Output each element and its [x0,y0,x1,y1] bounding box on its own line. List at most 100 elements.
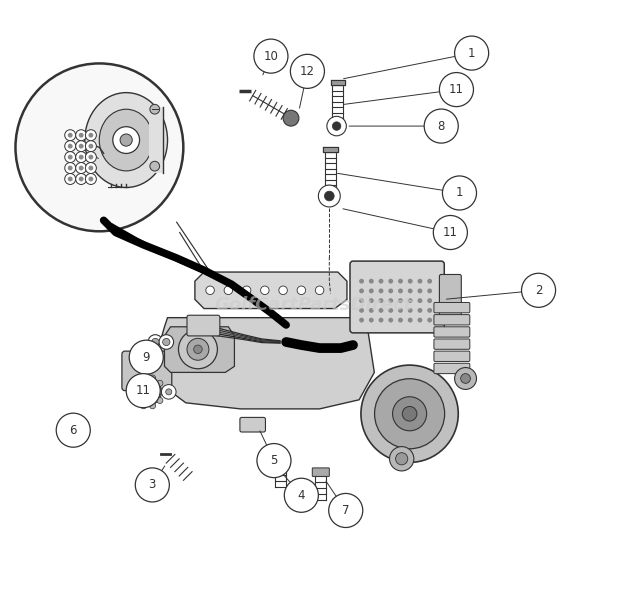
Circle shape [166,389,172,395]
Circle shape [68,177,73,181]
Circle shape [315,286,324,295]
Circle shape [159,335,174,349]
FancyBboxPatch shape [434,302,470,313]
Circle shape [324,191,334,201]
Circle shape [388,308,393,313]
Text: 7: 7 [342,504,349,517]
Circle shape [68,155,73,159]
Circle shape [65,141,76,152]
Circle shape [329,494,363,527]
Circle shape [398,308,403,313]
Circle shape [379,298,384,303]
Text: 12: 12 [300,65,315,78]
Text: 1: 1 [456,186,463,199]
Circle shape [427,298,432,303]
Circle shape [79,144,83,148]
Circle shape [129,340,163,374]
Circle shape [427,288,432,293]
Circle shape [359,298,364,303]
Circle shape [388,318,393,323]
Text: 8: 8 [438,120,445,133]
Circle shape [283,110,299,126]
Circle shape [76,130,87,141]
Circle shape [379,308,384,313]
Circle shape [179,330,218,369]
Circle shape [398,318,403,323]
Circle shape [403,406,417,421]
Circle shape [359,308,364,313]
Circle shape [120,134,132,146]
Circle shape [88,155,93,159]
Circle shape [369,308,374,313]
Circle shape [76,163,87,174]
Circle shape [418,279,423,284]
Circle shape [369,298,374,303]
Circle shape [76,152,87,163]
Circle shape [279,286,287,295]
Circle shape [440,73,473,106]
Circle shape [88,166,93,170]
Circle shape [85,141,97,152]
Circle shape [418,308,423,313]
Circle shape [140,375,147,381]
Circle shape [187,338,209,360]
Circle shape [150,104,160,114]
Circle shape [68,144,73,148]
Text: 4: 4 [298,489,305,502]
Circle shape [261,286,269,295]
Circle shape [418,288,423,293]
Circle shape [297,286,305,295]
Circle shape [369,279,374,284]
Circle shape [398,288,403,293]
Text: 9: 9 [142,351,150,364]
Circle shape [408,308,413,313]
Circle shape [148,335,162,349]
Circle shape [65,130,76,141]
Circle shape [433,216,467,249]
Circle shape [133,380,139,386]
Circle shape [113,126,140,153]
Circle shape [398,298,403,303]
Circle shape [427,318,432,323]
Circle shape [157,397,163,403]
Circle shape [130,389,137,395]
FancyBboxPatch shape [149,107,162,174]
Circle shape [85,163,97,174]
Circle shape [65,174,76,185]
Circle shape [398,279,403,284]
Circle shape [379,318,384,323]
Circle shape [79,133,83,137]
Circle shape [290,54,324,89]
Circle shape [135,468,169,502]
Circle shape [85,130,97,141]
Circle shape [455,368,477,389]
Circle shape [79,166,83,170]
Circle shape [85,174,97,185]
Circle shape [393,397,426,431]
FancyBboxPatch shape [350,261,445,333]
FancyBboxPatch shape [187,315,220,336]
Text: 3: 3 [149,478,156,491]
FancyBboxPatch shape [434,351,470,362]
Polygon shape [159,318,374,409]
Circle shape [388,288,393,293]
FancyBboxPatch shape [240,417,265,432]
Circle shape [76,174,87,185]
FancyBboxPatch shape [434,315,470,325]
Circle shape [65,152,76,163]
Circle shape [88,133,93,137]
Circle shape [88,177,93,181]
Circle shape [359,288,364,293]
FancyBboxPatch shape [434,364,470,373]
Circle shape [408,298,413,303]
Circle shape [443,176,477,210]
Circle shape [379,288,384,293]
Circle shape [157,380,163,386]
Circle shape [424,109,458,143]
Text: 11: 11 [443,226,458,239]
Circle shape [418,298,423,303]
FancyBboxPatch shape [271,455,288,463]
Circle shape [408,288,413,293]
Circle shape [133,397,139,403]
FancyBboxPatch shape [312,468,329,477]
